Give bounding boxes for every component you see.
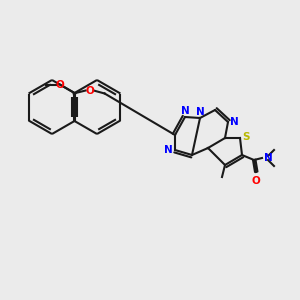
Text: S: S [242,132,250,142]
Text: O: O [252,176,260,186]
Text: N: N [230,117,239,127]
Text: O: O [85,85,94,95]
Text: N: N [264,153,273,163]
Text: N: N [181,106,189,116]
Text: N: N [196,107,204,117]
Text: O: O [56,80,64,89]
Text: N: N [164,145,173,155]
